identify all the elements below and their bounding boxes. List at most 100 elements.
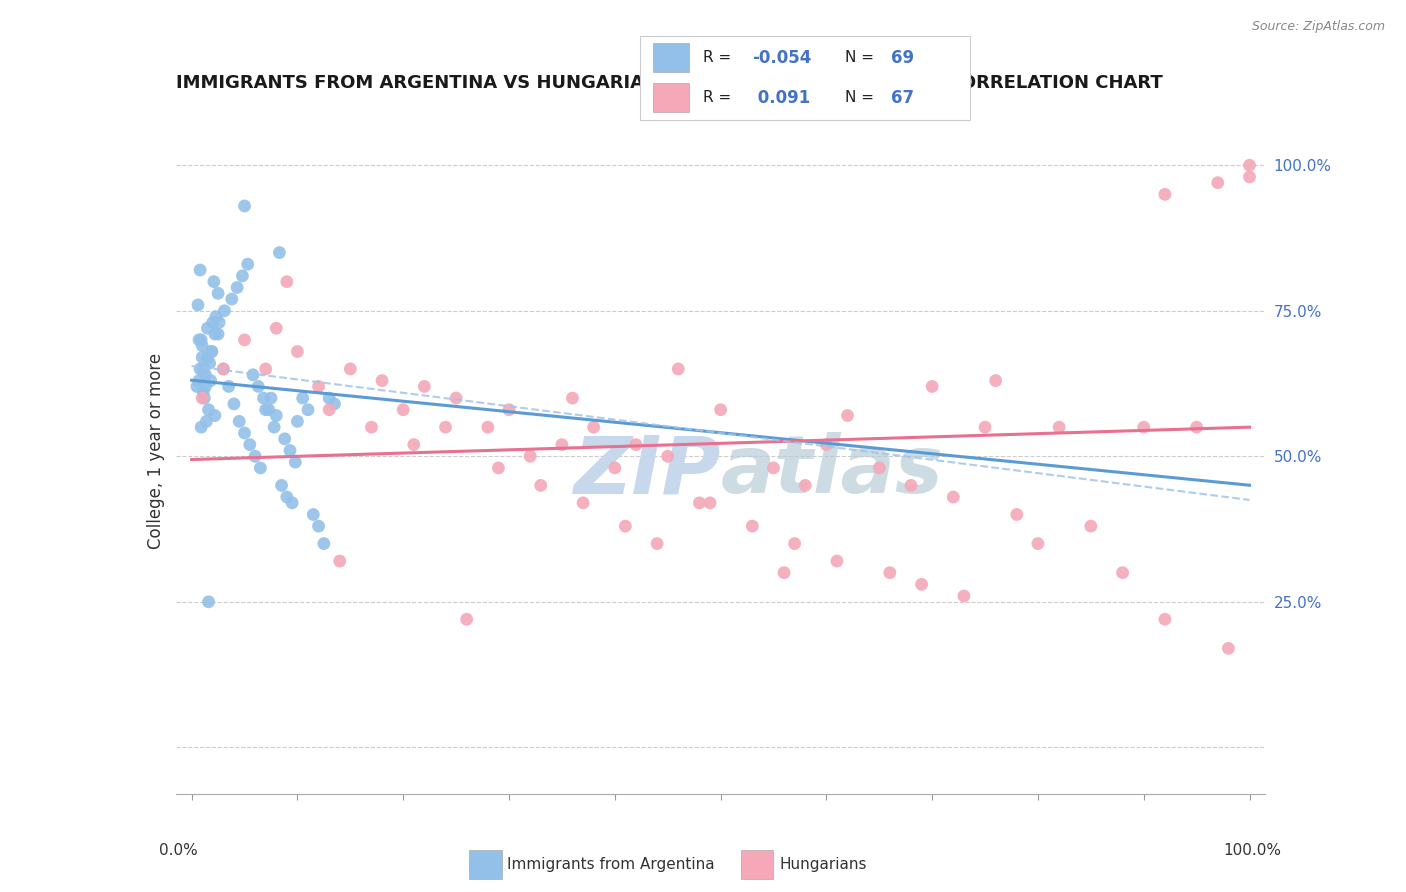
- Point: [308, 519, 330, 533]
- Point: [392, 402, 415, 417]
- Point: [270, 478, 292, 492]
- Point: [221, 292, 243, 306]
- Point: [519, 450, 541, 464]
- Point: [1132, 420, 1154, 434]
- Point: [233, 199, 256, 213]
- Text: 67: 67: [891, 88, 914, 106]
- Point: [360, 420, 382, 434]
- Text: -0.054: -0.054: [752, 49, 811, 67]
- Point: [201, 344, 224, 359]
- Point: [252, 391, 274, 405]
- Point: [242, 368, 264, 382]
- Point: [202, 275, 225, 289]
- Text: Source: ZipAtlas.com: Source: ZipAtlas.com: [1251, 20, 1385, 33]
- Point: [276, 275, 298, 289]
- Point: [1206, 176, 1229, 190]
- Point: [323, 397, 346, 411]
- Point: [228, 414, 250, 428]
- Point: [530, 478, 553, 492]
- Point: [456, 612, 478, 626]
- Point: [191, 391, 214, 405]
- Point: [1239, 169, 1261, 184]
- Point: [582, 420, 605, 434]
- Point: [197, 402, 219, 417]
- Point: [551, 437, 574, 451]
- Point: [984, 374, 1007, 388]
- Point: [247, 379, 270, 393]
- Point: [794, 478, 817, 492]
- Point: [191, 351, 214, 365]
- Point: [614, 519, 637, 533]
- Point: [269, 245, 291, 260]
- Point: [207, 286, 229, 301]
- Point: [953, 589, 976, 603]
- Point: [1154, 187, 1177, 202]
- Bar: [652, 44, 689, 72]
- Point: [243, 450, 266, 464]
- Bar: [470, 850, 502, 879]
- Point: [284, 455, 307, 469]
- Point: [773, 566, 796, 580]
- Point: [1005, 508, 1028, 522]
- Point: [666, 362, 689, 376]
- Point: [477, 420, 499, 434]
- Point: [188, 362, 211, 376]
- Point: [281, 496, 304, 510]
- Point: [741, 519, 763, 533]
- Point: [1111, 566, 1133, 580]
- Point: [264, 321, 287, 335]
- Point: [486, 461, 509, 475]
- Point: [233, 425, 256, 440]
- Point: [212, 362, 235, 376]
- Text: ZIP: ZIP: [574, 432, 721, 510]
- Point: [868, 461, 890, 475]
- Point: [188, 333, 211, 347]
- Point: [1239, 158, 1261, 172]
- Point: [402, 437, 425, 451]
- Point: [201, 344, 224, 359]
- Point: [226, 280, 249, 294]
- Point: [201, 315, 224, 329]
- Point: [205, 310, 228, 324]
- Point: [413, 379, 436, 393]
- Point: [214, 303, 236, 318]
- Point: [498, 402, 520, 417]
- Point: [825, 554, 848, 568]
- Point: [198, 356, 221, 370]
- Point: [188, 263, 211, 277]
- Point: [762, 461, 785, 475]
- Point: [699, 496, 721, 510]
- Point: [191, 339, 214, 353]
- Point: [254, 402, 277, 417]
- Point: [339, 362, 361, 376]
- Point: [815, 437, 838, 451]
- Point: [263, 420, 285, 434]
- Point: [1218, 641, 1240, 656]
- Point: [297, 402, 319, 417]
- Point: [194, 379, 217, 393]
- Point: [302, 508, 325, 522]
- Point: [1026, 536, 1049, 550]
- Point: [208, 315, 231, 329]
- Point: [212, 362, 235, 376]
- Point: [329, 554, 352, 568]
- Text: 0.091: 0.091: [752, 88, 810, 106]
- Point: [204, 409, 226, 423]
- Point: [193, 391, 215, 405]
- Point: [444, 391, 467, 405]
- Text: R =: R =: [703, 50, 735, 65]
- Point: [190, 333, 212, 347]
- Point: [287, 414, 309, 428]
- Point: [260, 391, 283, 405]
- Point: [197, 595, 219, 609]
- Point: [187, 298, 209, 312]
- Point: [195, 414, 218, 428]
- Point: [688, 496, 710, 510]
- Point: [188, 374, 211, 388]
- Point: [974, 420, 997, 434]
- Point: [207, 326, 229, 341]
- Text: IMMIGRANTS FROM ARGENTINA VS HUNGARIAN COLLEGE, 1 YEAR OR MORE CORRELATION CHART: IMMIGRANTS FROM ARGENTINA VS HUNGARIAN C…: [176, 74, 1163, 92]
- Point: [910, 577, 932, 591]
- Point: [1047, 420, 1070, 434]
- Point: [572, 496, 595, 510]
